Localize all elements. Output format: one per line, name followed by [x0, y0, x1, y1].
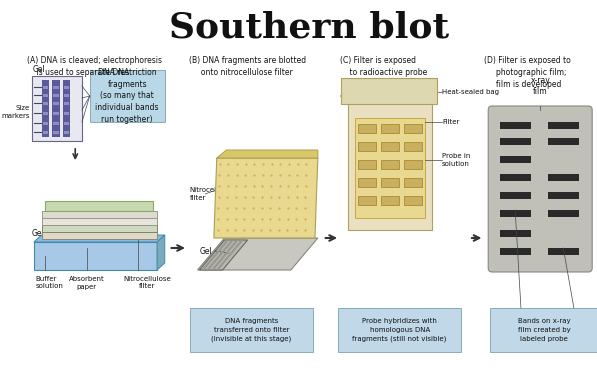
Bar — [53, 122, 59, 124]
Bar — [42, 80, 50, 137]
Bar — [548, 138, 578, 145]
Bar — [338, 308, 461, 352]
Bar — [64, 122, 69, 124]
Bar — [64, 86, 69, 88]
Bar — [358, 196, 376, 205]
Bar — [42, 218, 157, 225]
Bar — [405, 196, 422, 205]
Text: Gel: Gel — [199, 247, 212, 256]
Bar — [42, 86, 48, 88]
Bar — [42, 112, 48, 115]
Bar — [190, 308, 313, 352]
Bar — [347, 100, 432, 230]
Bar — [358, 178, 376, 187]
Bar — [381, 160, 399, 169]
Bar — [42, 131, 48, 133]
Bar — [341, 78, 437, 104]
Bar — [34, 242, 157, 270]
Bar — [405, 178, 422, 187]
Bar — [53, 86, 59, 88]
Text: Buffer
solution: Buffer solution — [36, 276, 64, 290]
Bar — [358, 160, 376, 169]
Text: Probe in
solution: Probe in solution — [442, 153, 470, 167]
Text: Filter: Filter — [442, 119, 459, 125]
Bar — [548, 192, 578, 199]
Text: Heat-sealed bag: Heat-sealed bag — [442, 89, 499, 95]
Text: Size
markers: Size markers — [2, 105, 30, 119]
Bar — [42, 122, 48, 124]
Text: Bands on x-ray
film created by
labeled probe: Bands on x-ray film created by labeled p… — [518, 318, 570, 341]
Bar — [381, 142, 399, 151]
Polygon shape — [201, 240, 229, 270]
Bar — [53, 131, 59, 133]
Bar — [548, 210, 578, 217]
Polygon shape — [157, 235, 165, 270]
Bar — [63, 80, 70, 137]
Text: x-ray
film: x-ray film — [530, 76, 550, 96]
Bar — [500, 122, 531, 129]
Text: Southern blot: Southern blot — [169, 11, 449, 45]
Text: Probe hybridizes with
homologous DNA
fragments (still not visible): Probe hybridizes with homologous DNA fra… — [352, 318, 447, 342]
Polygon shape — [217, 150, 318, 158]
Bar — [355, 118, 424, 218]
Bar — [548, 122, 578, 129]
Bar — [42, 232, 157, 239]
Bar — [500, 156, 531, 163]
Polygon shape — [34, 235, 165, 242]
Polygon shape — [199, 240, 248, 270]
Bar — [405, 142, 422, 151]
Polygon shape — [206, 240, 234, 270]
Bar — [42, 94, 48, 97]
Bar — [53, 94, 59, 97]
Text: (A) DNA is cleaved; electrophoresis
    is used to separate DNA: (A) DNA is cleaved; electrophoresis is u… — [27, 56, 162, 77]
Text: DNA fragments
transferred onto filter
(invisible at this stage): DNA fragments transferred onto filter (i… — [211, 318, 291, 342]
Bar — [42, 102, 48, 105]
Text: (B) DNA fragments are blotted
     onto nitrocellulose filter: (B) DNA fragments are blotted onto nitro… — [189, 56, 306, 77]
Text: (C) Filter is exposed
    to radioactive probe: (C) Filter is exposed to radioactive pro… — [340, 56, 427, 77]
Bar — [500, 248, 531, 255]
Text: Nitrocellulose
filter: Nitrocellulose filter — [124, 276, 171, 290]
FancyBboxPatch shape — [488, 106, 592, 272]
Bar — [45, 201, 153, 211]
Text: Gel: Gel — [33, 65, 45, 74]
Bar — [358, 142, 376, 151]
Bar — [405, 160, 422, 169]
Bar — [500, 138, 531, 145]
Bar — [381, 124, 399, 133]
Text: DNA restriction
fragments
(so many that
individual bands
run together): DNA restriction fragments (so many that … — [96, 68, 159, 124]
Bar — [64, 131, 69, 133]
Text: Nitrocellulose
filter: Nitrocellulose filter — [190, 187, 238, 201]
Text: Absorbent
paper: Absorbent paper — [69, 276, 104, 290]
Bar — [500, 174, 531, 181]
Bar — [405, 124, 422, 133]
Bar — [381, 196, 399, 205]
Polygon shape — [214, 158, 318, 238]
Bar — [53, 112, 59, 115]
Bar — [42, 225, 157, 232]
Bar — [500, 210, 531, 217]
Polygon shape — [216, 240, 244, 270]
Bar — [381, 178, 399, 187]
Text: (D) Filter is exposed to
     photographic film;
     film is developed: (D) Filter is exposed to photographic fi… — [484, 56, 571, 89]
Bar — [64, 94, 69, 97]
Text: Gel: Gel — [32, 229, 45, 238]
Polygon shape — [198, 238, 318, 270]
Bar — [548, 174, 578, 181]
Bar — [64, 112, 69, 115]
Bar — [500, 230, 531, 237]
Bar — [53, 102, 59, 105]
Bar — [548, 248, 578, 255]
Bar — [32, 76, 82, 141]
Polygon shape — [211, 240, 239, 270]
Bar — [90, 70, 165, 122]
Bar — [500, 192, 531, 199]
Bar — [52, 80, 60, 137]
Bar — [490, 308, 597, 352]
Bar — [358, 124, 376, 133]
Bar — [64, 102, 69, 105]
Bar — [42, 211, 157, 218]
